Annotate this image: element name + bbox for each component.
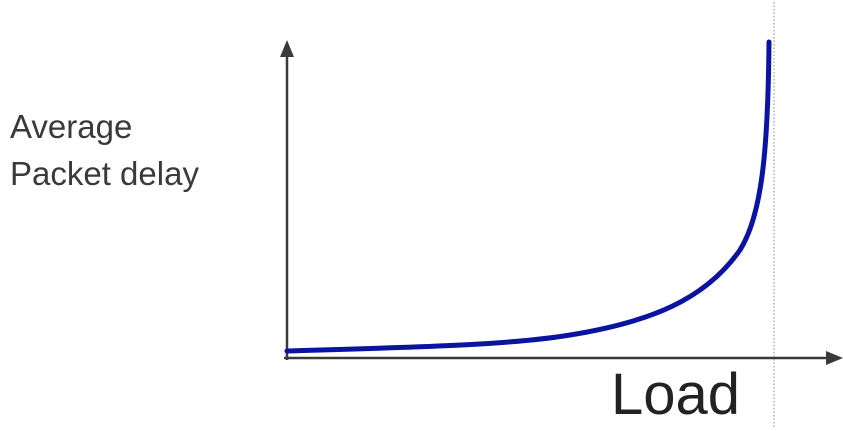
- y-axis-label-line-1: Average: [10, 108, 133, 145]
- y-axis-arrowhead: [280, 40, 294, 57]
- y-axis-label: Average Packet delay: [10, 103, 199, 197]
- y-axis: [280, 40, 294, 360]
- x-axis-label: Load: [611, 362, 741, 427]
- y-axis-label-line-2: Packet delay: [10, 155, 199, 192]
- x-axis-arrowhead: [826, 351, 843, 365]
- delay-curve: [284, 39, 772, 354]
- x-axis: [284, 351, 843, 365]
